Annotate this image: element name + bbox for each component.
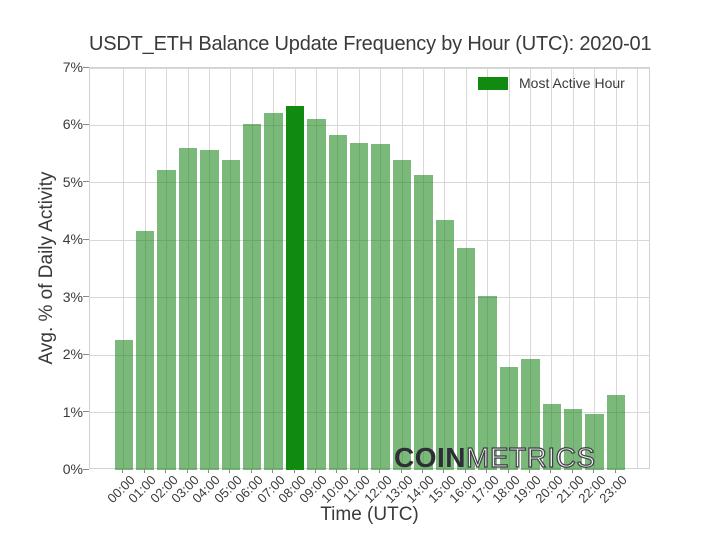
bar-13:00 — [392, 159, 412, 470]
gridline-vertical — [487, 68, 489, 468]
x-tick-mark — [571, 469, 573, 473]
x-tick-mark — [293, 469, 295, 473]
y-tick-mark — [83, 238, 89, 240]
bar-14:00 — [414, 174, 433, 470]
gridline-vertical — [123, 68, 125, 468]
x-tick-mark — [464, 469, 466, 473]
bar-21:00 — [563, 409, 583, 470]
bar-06:00 — [242, 123, 262, 470]
y-tick-label: 5% — [62, 173, 83, 190]
gridline-horizontal — [90, 182, 649, 184]
plot-area — [89, 67, 650, 470]
x-tick-mark — [550, 469, 552, 473]
coinmetrics-watermark: COINMETRICS — [394, 442, 596, 473]
watermark-coin: COIN — [394, 442, 466, 473]
bar-18:00 — [499, 366, 519, 470]
bar-10:00 — [328, 135, 348, 470]
gridline-vertical — [615, 68, 617, 468]
gridline-horizontal — [90, 412, 649, 414]
y-tick-mark — [83, 181, 89, 183]
y-tick-label: 3% — [62, 288, 83, 305]
bar-22:00 — [585, 414, 604, 470]
x-tick-mark — [593, 469, 595, 473]
y-tick-label: 4% — [62, 231, 83, 248]
gridline-horizontal — [90, 239, 649, 241]
y-tick-mark — [83, 296, 89, 298]
bar-16:00 — [456, 247, 476, 470]
bar-12:00 — [371, 144, 390, 470]
chart-title: USDT_ETH Balance Update Frequency by Hou… — [89, 33, 652, 55]
x-tick-mark — [443, 469, 445, 473]
gridline-vertical — [636, 68, 638, 468]
x-tick-mark — [486, 469, 488, 473]
bar-05:00 — [221, 160, 241, 470]
gridline-vertical — [572, 68, 574, 468]
legend-swatch — [478, 77, 508, 90]
bar-04:00 — [200, 150, 219, 470]
legend-label: Most Active Hour — [519, 75, 625, 91]
x-tick-mark — [314, 469, 316, 473]
gridline-horizontal — [90, 67, 649, 69]
x-tick-mark — [507, 469, 509, 473]
x-tick-mark — [400, 469, 402, 473]
watermark-metrics: METRICS — [465, 442, 596, 473]
gridline-horizontal — [90, 297, 649, 299]
bar-11:00 — [349, 142, 369, 470]
x-tick-mark — [336, 469, 338, 473]
y-tick-label: 7% — [62, 59, 83, 75]
bar-19:00 — [521, 359, 540, 470]
x-axis-label: Time (UTC) — [320, 504, 419, 525]
y-tick-mark — [83, 353, 89, 355]
bar-17:00 — [478, 295, 497, 470]
bar-23:00 — [606, 395, 626, 470]
bar-07:00 — [264, 112, 283, 470]
x-tick-mark — [122, 469, 124, 473]
x-tick-mark — [250, 469, 252, 473]
y-tick-mark — [83, 468, 89, 470]
gridline-vertical — [529, 68, 531, 468]
x-tick-mark — [421, 469, 423, 473]
gridline-vertical — [551, 68, 553, 468]
bar-most-active-08:00 — [285, 106, 305, 470]
x-tick-mark — [165, 469, 167, 473]
gridline-horizontal — [90, 124, 649, 126]
x-tick-mark — [229, 469, 231, 473]
y-tick-label: 0% — [62, 461, 83, 477]
bar-20:00 — [542, 403, 562, 470]
y-axis-label: Avg. % of Daily Activity — [36, 171, 57, 365]
bar-02:00 — [157, 170, 176, 470]
x-tick-mark — [528, 469, 530, 473]
y-tick-label: 1% — [62, 403, 83, 420]
y-tick-mark — [83, 411, 89, 413]
x-tick-mark — [379, 469, 381, 473]
x-tick-mark — [207, 469, 209, 473]
x-tick-mark — [143, 469, 145, 473]
bar-09:00 — [307, 119, 326, 470]
y-tick-mark — [83, 123, 89, 125]
y-tick-mark — [83, 66, 89, 68]
y-tick-label: 2% — [62, 346, 83, 363]
y-tick-label: 6% — [62, 116, 83, 133]
gridline-vertical — [508, 68, 510, 468]
x-tick-mark — [272, 469, 274, 473]
x-tick-mark — [614, 469, 616, 473]
bar-15:00 — [435, 220, 455, 470]
x-tick-mark — [186, 469, 188, 473]
bar-03:00 — [178, 147, 198, 470]
x-tick-mark — [357, 469, 359, 473]
bar-01:00 — [135, 230, 155, 470]
gridline-horizontal — [90, 354, 649, 356]
gridline-vertical — [594, 68, 596, 468]
bar-00:00 — [114, 340, 134, 470]
